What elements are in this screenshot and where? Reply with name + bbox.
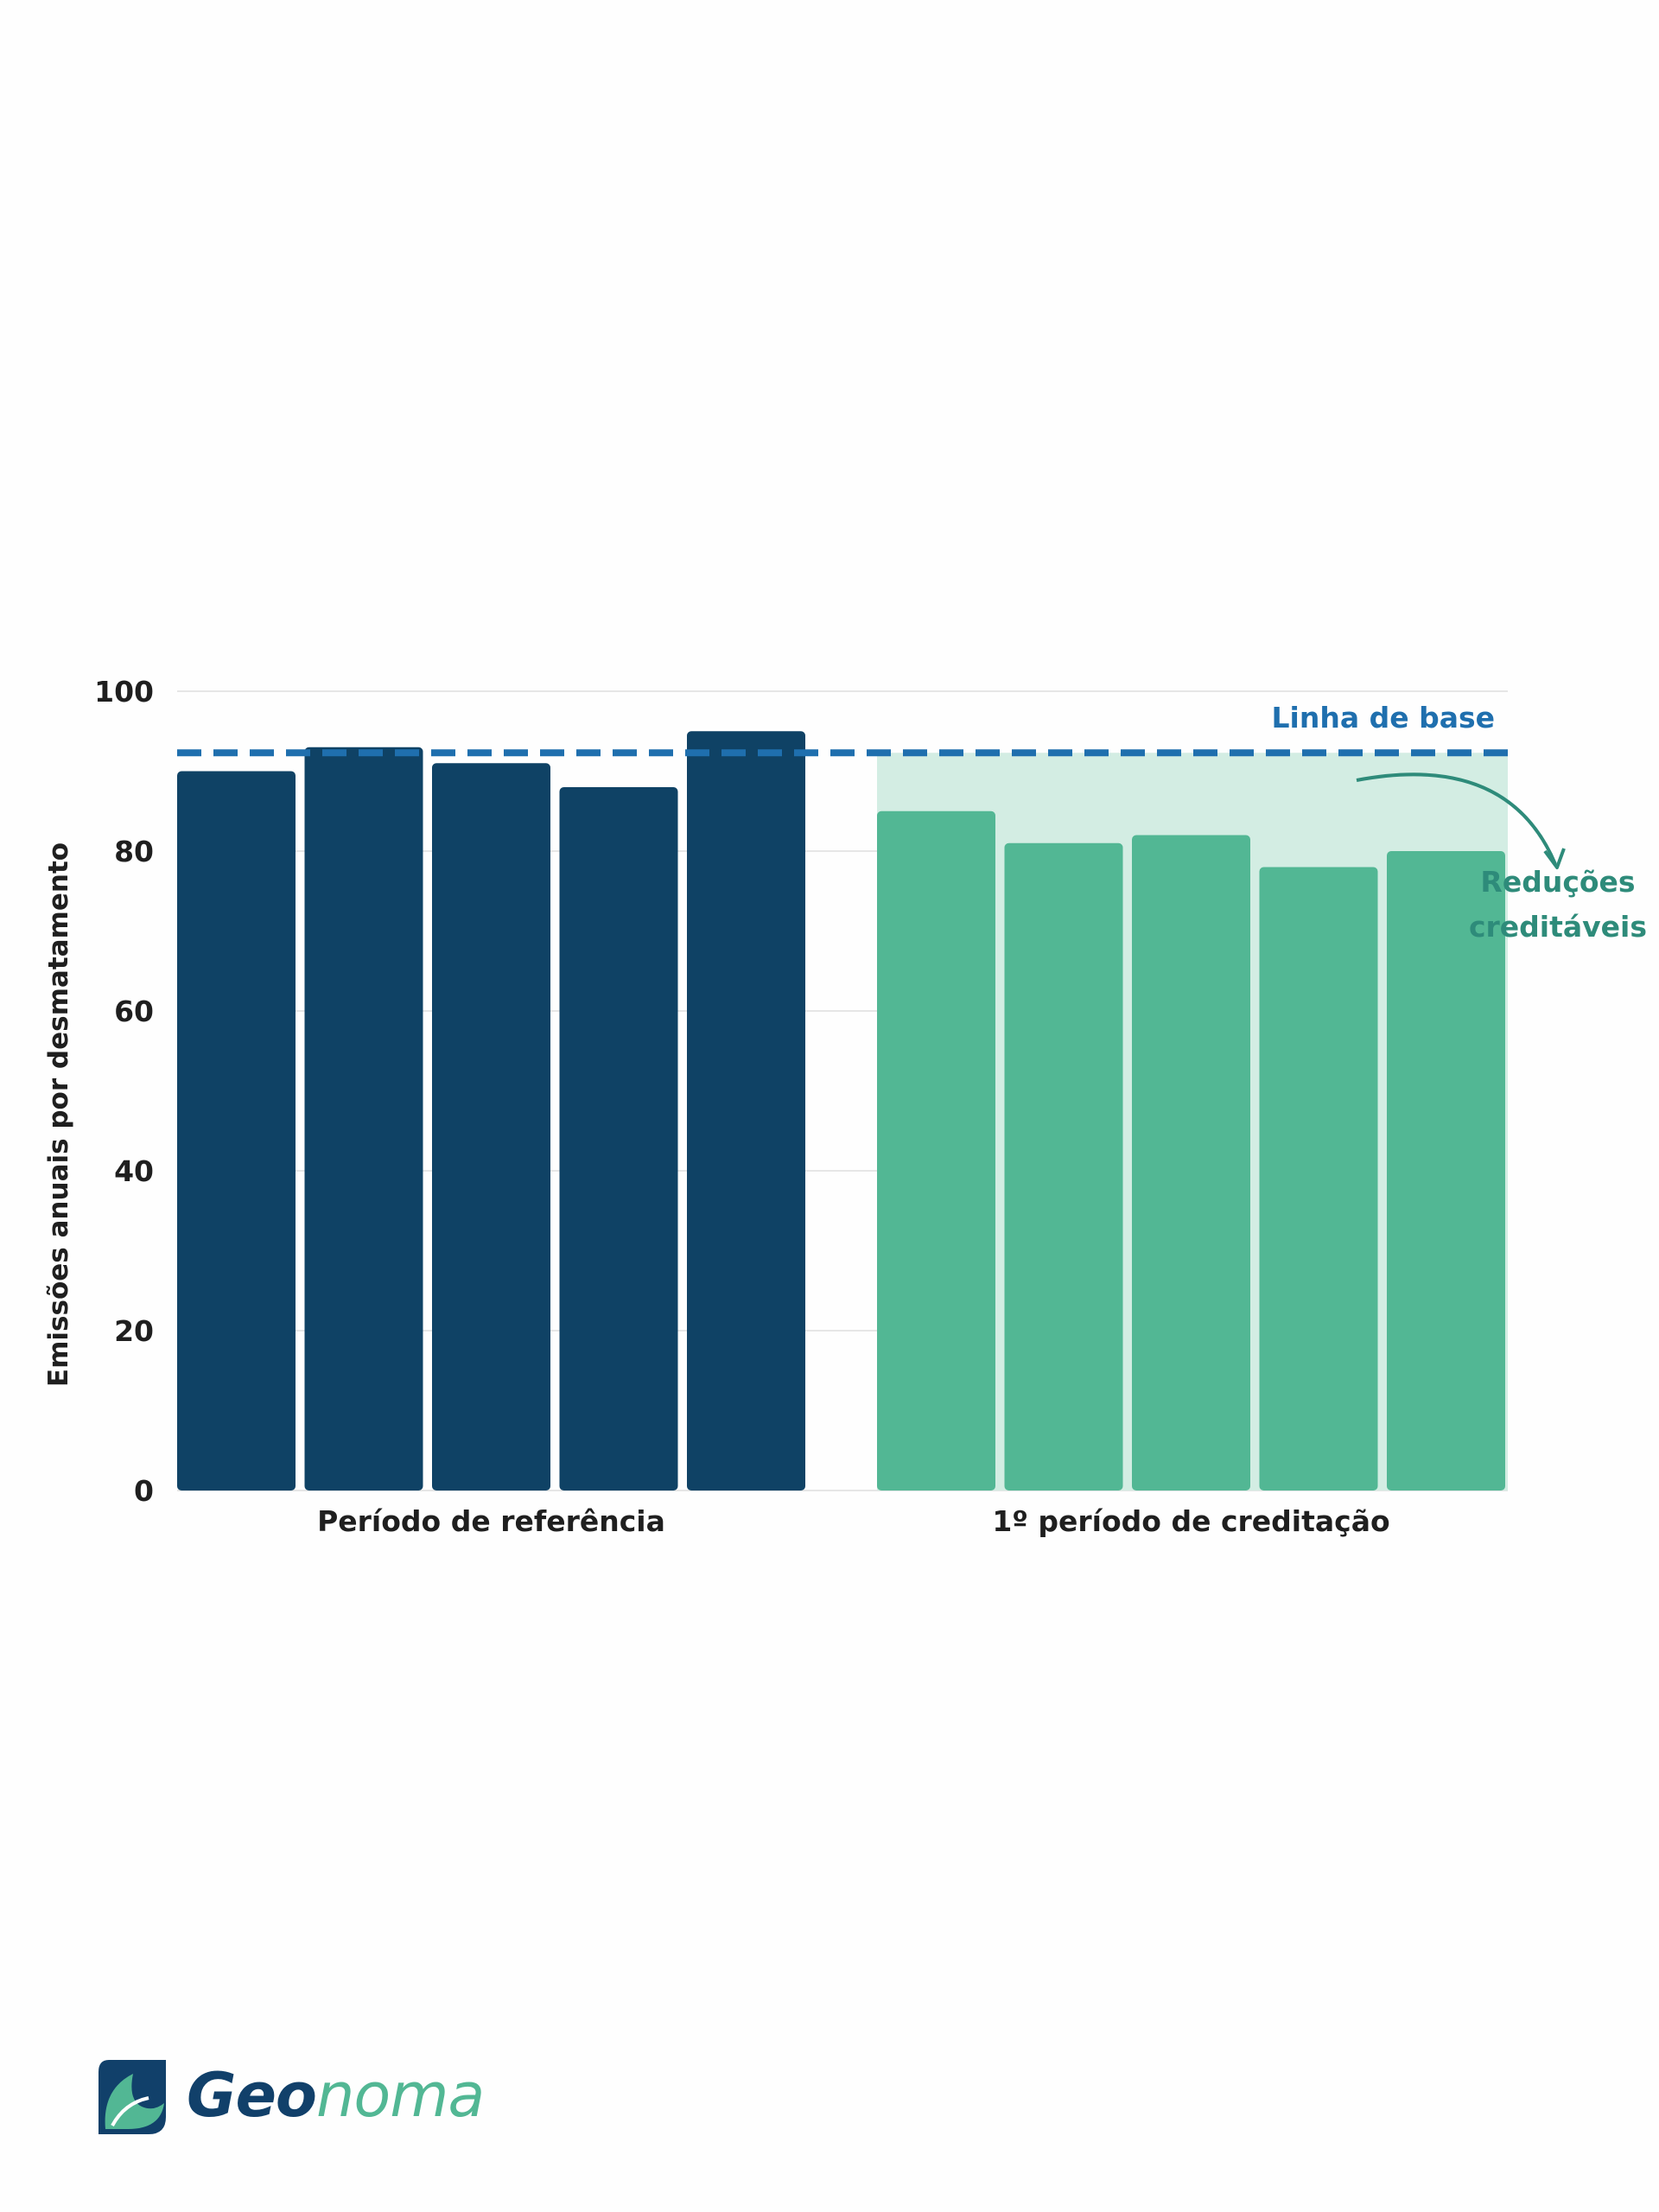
logo-wordmark: Geonoma [187, 2065, 485, 2126]
bar [687, 731, 805, 1491]
annotation-arrow [1356, 772, 1557, 865]
logo-text-geo: Geo [187, 2060, 317, 2131]
geonoma-logo: Geonoma [93, 2052, 485, 2139]
group-label: 1º período de creditação [992, 1504, 1389, 1538]
group-label: Período de referência [317, 1504, 665, 1538]
bars [177, 731, 1505, 1491]
reductions-annotation: Reduções creditáveis [1356, 772, 1647, 944]
y-tick-label: 0 [134, 1474, 154, 1508]
group-labels: Período de referência 1º período de credi… [317, 1504, 1390, 1538]
y-tick-labels: 0 20 40 60 80 100 [94, 675, 154, 1508]
bar [1004, 842, 1123, 1491]
bar [304, 747, 423, 1491]
annotation-arrowhead [1543, 848, 1566, 869]
bar [877, 810, 995, 1491]
bar [559, 787, 678, 1491]
bar [177, 771, 296, 1491]
y-axis-title: Emissões anuais por desmatamento [43, 842, 74, 1387]
reductions-label-line: Reduções [1480, 865, 1635, 899]
bar [1387, 851, 1505, 1491]
bar [1132, 835, 1250, 1491]
leaf-logo-icon [99, 2059, 166, 2134]
bar [432, 763, 550, 1491]
logo-text-noma: noma [316, 2060, 485, 2131]
baseline-label: Linha de base [1272, 701, 1496, 734]
reductions-label-line: creditáveis [1469, 910, 1647, 944]
bar [1259, 867, 1378, 1491]
y-tick-label: 100 [94, 675, 154, 709]
y-tick-label: 80 [114, 835, 154, 868]
y-tick-label: 40 [114, 1154, 154, 1188]
y-tick-label: 20 [114, 1314, 154, 1348]
y-tick-label: 60 [114, 995, 154, 1028]
